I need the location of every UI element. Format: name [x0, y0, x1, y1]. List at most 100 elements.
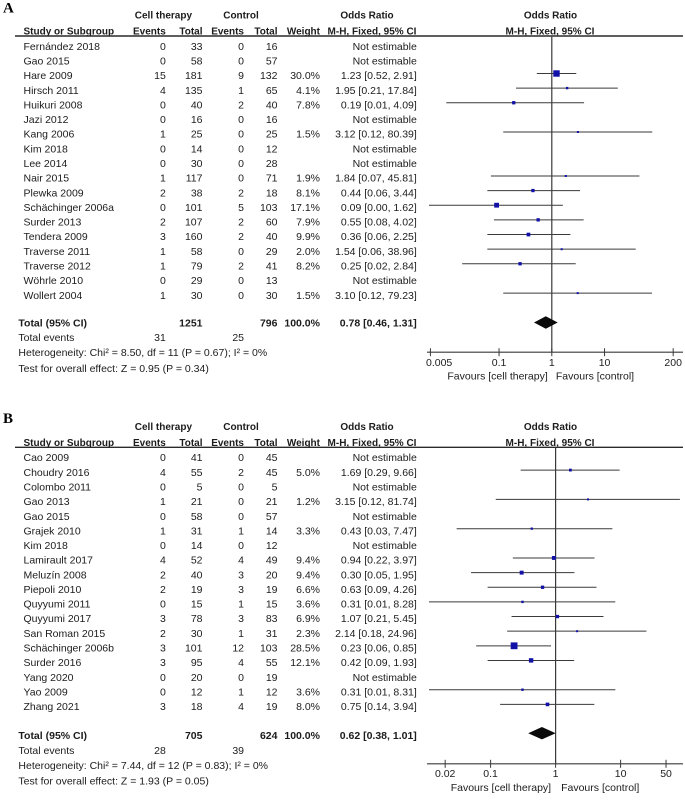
svg-text:0: 0	[238, 173, 244, 185]
svg-text:0: 0	[238, 672, 244, 684]
svg-text:Odds Ratio: Odds Ratio	[340, 11, 393, 22]
svg-text:Wollert 2004: Wollert 2004	[24, 290, 83, 302]
svg-text:Not estimable: Not estimable	[353, 672, 417, 684]
svg-text:Schächinger 2006a: Schächinger 2006a	[24, 202, 115, 214]
svg-text:1.84 [0.07, 45.81]: 1.84 [0.07, 45.81]	[335, 173, 417, 185]
svg-text:2: 2	[160, 187, 166, 199]
svg-text:Jazi 2012: Jazi 2012	[24, 114, 69, 126]
svg-text:49: 49	[266, 555, 278, 567]
svg-text:1.95 [0.21, 17.84]: 1.95 [0.21, 17.84]	[335, 85, 417, 97]
svg-text:Weight: Weight	[287, 27, 321, 38]
svg-text:58: 58	[191, 246, 203, 258]
svg-text:1: 1	[549, 357, 555, 369]
svg-text:2: 2	[238, 187, 244, 199]
svg-text:1: 1	[160, 290, 166, 302]
svg-text:40: 40	[266, 231, 278, 243]
svg-text:0: 0	[238, 511, 244, 523]
svg-text:Kim 2018: Kim 2018	[24, 143, 69, 155]
svg-text:Not estimable: Not estimable	[353, 143, 417, 155]
svg-text:San Roman 2015: San Roman 2015	[24, 628, 106, 640]
svg-text:Huikuri 2008: Huikuri 2008	[24, 99, 83, 111]
svg-text:41: 41	[266, 261, 278, 273]
svg-text:2: 2	[238, 217, 244, 229]
svg-text:12: 12	[266, 686, 278, 698]
svg-text:6.9%: 6.9%	[296, 613, 320, 625]
svg-text:0.23 [0.06, 0.85]: 0.23 [0.06, 0.85]	[341, 643, 417, 655]
svg-text:3: 3	[160, 231, 166, 243]
svg-text:0.62 [0.38, 1.01]: 0.62 [0.38, 1.01]	[340, 730, 417, 742]
svg-text:Plewka 2009: Plewka 2009	[24, 187, 84, 199]
svg-text:Test for overall effect: Z = 0: Test for overall effect: Z = 0.95 (P = 0…	[18, 363, 208, 375]
svg-text:18: 18	[191, 701, 203, 713]
svg-text:4: 4	[160, 555, 166, 567]
svg-text:Study or Subgroup: Study or Subgroup	[24, 27, 115, 38]
svg-text:Gao 2015: Gao 2015	[24, 56, 70, 68]
svg-text:19: 19	[266, 672, 278, 684]
svg-text:7.9%: 7.9%	[296, 217, 320, 229]
svg-text:65: 65	[266, 85, 278, 97]
svg-text:181: 181	[185, 70, 203, 82]
svg-text:15: 15	[154, 70, 166, 82]
svg-text:705: 705	[185, 730, 203, 742]
svg-text:58: 58	[191, 511, 203, 523]
svg-text:39: 39	[232, 745, 244, 757]
svg-text:55: 55	[266, 657, 278, 669]
svg-text:40: 40	[191, 99, 203, 111]
svg-text:0.43 [0.03, 7.47]: 0.43 [0.03, 7.47]	[341, 525, 417, 537]
svg-text:Not estimable: Not estimable	[353, 540, 417, 552]
svg-text:20: 20	[191, 672, 203, 684]
svg-text:Total (95% CI): Total (95% CI)	[18, 317, 87, 329]
svg-text:Total: Total	[254, 438, 277, 449]
svg-text:25: 25	[266, 129, 278, 141]
svg-text:1.5%: 1.5%	[296, 129, 320, 141]
svg-text:Events: Events	[211, 27, 244, 38]
svg-text:M-H, Fixed, 95% CI: M-H, Fixed, 95% CI	[328, 438, 417, 449]
svg-text:Choudry 2016: Choudry 2016	[24, 467, 90, 479]
svg-text:Schächinger 2006b: Schächinger 2006b	[24, 643, 115, 655]
svg-text:5.0%: 5.0%	[296, 467, 320, 479]
svg-text:103: 103	[260, 202, 278, 214]
svg-text:A: A	[3, 0, 14, 16]
svg-text:3: 3	[238, 584, 244, 596]
svg-text:Colombo 2011: Colombo 2011	[24, 481, 92, 493]
svg-text:9.4%: 9.4%	[296, 555, 320, 567]
svg-text:31: 31	[154, 332, 166, 344]
svg-text:100.0%: 100.0%	[284, 730, 320, 742]
svg-text:0.1: 0.1	[483, 768, 498, 780]
svg-text:117: 117	[186, 173, 203, 185]
svg-text:0.36 [0.06, 2.25]: 0.36 [0.06, 2.25]	[341, 231, 417, 243]
svg-text:Total (95% CI): Total (95% CI)	[18, 730, 87, 742]
svg-text:M-H, Fixed, 95% CI: M-H, Fixed, 95% CI	[506, 438, 595, 449]
svg-text:30: 30	[191, 628, 203, 640]
svg-text:0.30 [0.05, 1.95]: 0.30 [0.05, 1.95]	[341, 569, 417, 581]
svg-text:0.31 [0.01, 8.31]: 0.31 [0.01, 8.31]	[341, 686, 417, 698]
svg-text:15: 15	[266, 599, 278, 611]
svg-text:30: 30	[191, 158, 203, 170]
svg-text:B: B	[3, 411, 13, 427]
svg-text:Traverse 2012: Traverse 2012	[24, 261, 91, 273]
svg-text:21: 21	[266, 496, 278, 508]
svg-text:Study or Subgroup: Study or Subgroup	[24, 438, 115, 449]
svg-text:0.09 [0.00, 1.62]: 0.09 [0.00, 1.62]	[341, 202, 417, 214]
svg-text:624: 624	[260, 730, 278, 742]
svg-text:0.63 [0.09, 4.26]: 0.63 [0.09, 4.26]	[341, 584, 417, 596]
svg-text:103: 103	[260, 643, 278, 655]
svg-text:20: 20	[266, 569, 278, 581]
svg-text:0: 0	[238, 129, 244, 141]
svg-text:Favours [control]: Favours [control]	[556, 370, 634, 382]
svg-text:7.8%: 7.8%	[296, 99, 320, 111]
svg-text:0: 0	[238, 496, 244, 508]
svg-text:79: 79	[191, 261, 203, 273]
svg-text:Not estimable: Not estimable	[353, 114, 417, 126]
svg-text:60: 60	[266, 217, 278, 229]
svg-text:Not estimable: Not estimable	[353, 275, 417, 287]
svg-text:Not estimable: Not estimable	[353, 158, 417, 170]
svg-text:0: 0	[160, 540, 166, 552]
svg-text:13: 13	[266, 275, 278, 287]
svg-text:Piepoli 2010: Piepoli 2010	[24, 584, 82, 596]
svg-text:78: 78	[191, 613, 203, 625]
svg-text:1: 1	[238, 686, 244, 698]
svg-text:16: 16	[266, 41, 278, 53]
svg-text:0.02: 0.02	[435, 768, 456, 780]
svg-text:Not estimable: Not estimable	[353, 511, 417, 523]
